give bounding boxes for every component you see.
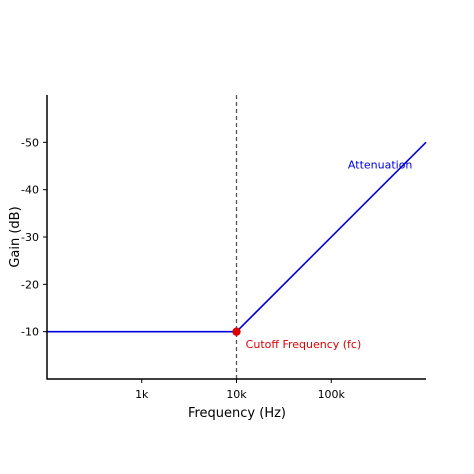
- cutoff-annotation: Cutoff Frequency (fc): [246, 338, 362, 351]
- plot-area: Attenuation Cutoff Frequency (fc): [47, 95, 427, 379]
- y-tick-label: -50: [21, 136, 39, 149]
- y-tick-label: -30: [21, 231, 39, 244]
- x-tick-label: 100k: [318, 388, 346, 401]
- y-tick-label: -10: [21, 326, 39, 339]
- cutoff-point: [232, 327, 241, 336]
- axes: 1k 10k 100k -10 -20 -30 -40 -50: [21, 95, 426, 401]
- x-axis-label: Frequency (Hz): [188, 406, 286, 421]
- attenuation-annotation: Attenuation: [348, 158, 413, 171]
- y-axis-label: Gain (dB): [8, 206, 23, 267]
- x-tick-label: 1k: [135, 388, 149, 401]
- y-tick-label: -20: [21, 278, 39, 291]
- y-tick-label: -40: [21, 184, 39, 197]
- x-tick-label: 10k: [226, 388, 247, 401]
